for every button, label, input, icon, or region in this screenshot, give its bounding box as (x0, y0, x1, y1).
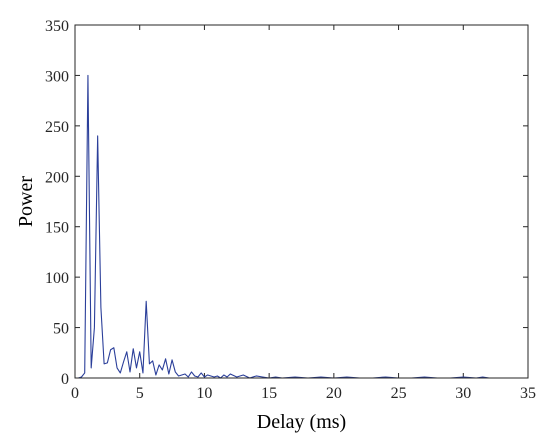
x-tick-label: 10 (196, 385, 212, 402)
x-axis-label: Delay (ms) (257, 411, 346, 433)
x-tick-label: 20 (326, 385, 342, 402)
y-tick-label: 300 (45, 68, 69, 85)
y-tick-label: 0 (61, 371, 69, 388)
x-tick-label: 30 (455, 385, 471, 402)
y-tick-label: 50 (53, 321, 69, 338)
y-tick-label: 100 (45, 270, 69, 287)
x-tick-label: 25 (391, 385, 407, 402)
y-tick-label: 200 (45, 169, 69, 186)
y-tick-label: 350 (45, 18, 69, 35)
plot-area (75, 25, 528, 378)
y-axis-label: Power (15, 176, 37, 227)
axes-box (74, 24, 529, 379)
y-tick-label: 250 (45, 119, 69, 136)
x-tick-label: 15 (261, 385, 277, 402)
x-tick-label: 5 (136, 385, 144, 402)
x-tick-label: 0 (71, 385, 79, 402)
y-tick-label: 150 (45, 220, 69, 237)
x-tick-label: 35 (520, 385, 536, 402)
